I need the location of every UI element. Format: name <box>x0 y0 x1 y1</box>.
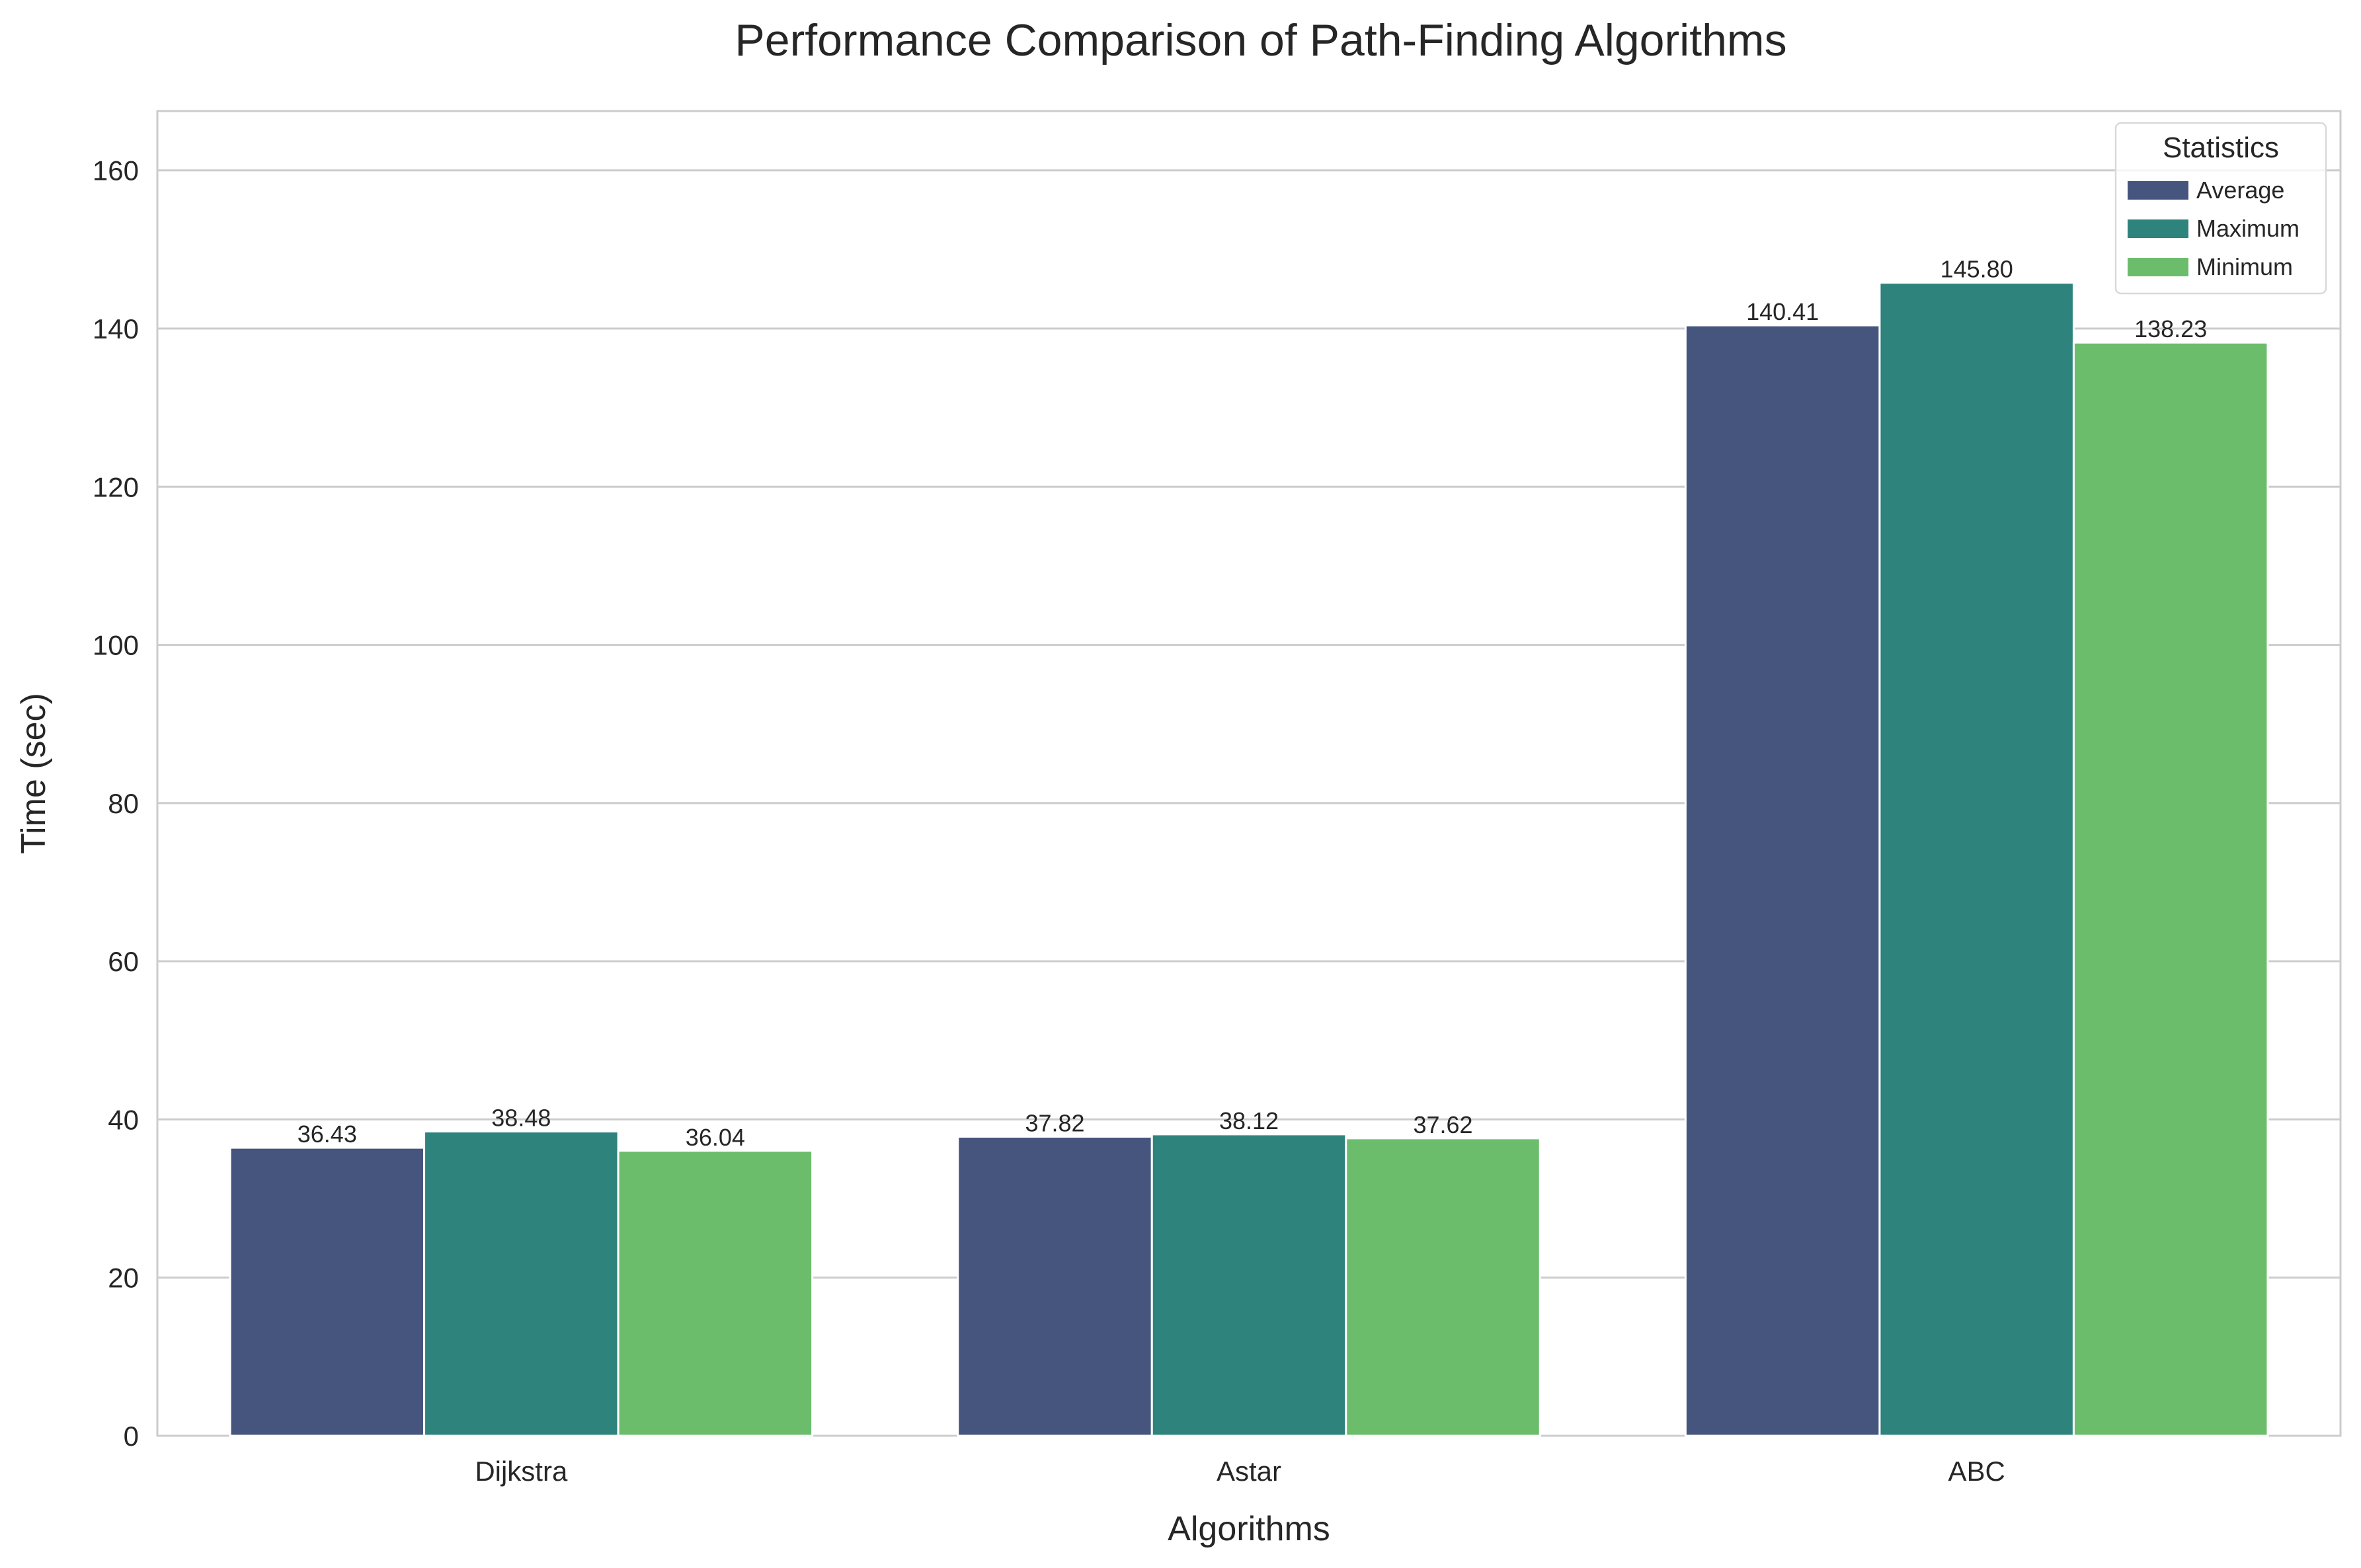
legend-title: Statistics <box>2163 132 2279 164</box>
bar-dijkstra-maximum <box>423 1130 620 1437</box>
data-label: 38.48 <box>491 1105 551 1132</box>
data-labels: 36.43 38.48 36.04 37.82 38.12 37.62 140.41 145.… <box>298 256 2207 1151</box>
data-label: 140.41 <box>1746 298 1819 325</box>
bars <box>229 282 2269 1437</box>
x-tick-label: ABC <box>1948 1456 2005 1487</box>
y-tick-label: 60 <box>108 946 139 977</box>
y-tick-label: 120 <box>93 471 139 502</box>
x-tick-label: Astar <box>1217 1456 1281 1487</box>
y-tick-label: 20 <box>108 1263 139 1294</box>
chart-title: Performance Comparison of Path-Finding A… <box>735 15 1786 65</box>
legend-items: Average Maximum Minimum <box>2128 176 2300 280</box>
y-tick-label: 100 <box>93 630 139 661</box>
y-tick-label: 160 <box>93 155 139 186</box>
bar-abc-maximum <box>1878 282 2075 1437</box>
bar-astar-minimum <box>1345 1137 1541 1437</box>
legend-swatch-average <box>2128 181 2188 200</box>
y-tick-label: 80 <box>108 788 139 819</box>
legend-label-maximum: Maximum <box>2196 215 2300 242</box>
legend-label-average: Average <box>2196 176 2284 204</box>
bar-abc-average <box>1684 324 1881 1437</box>
x-axis-ticks: Dijkstra Astar ABC <box>475 1456 2005 1487</box>
data-label: 36.43 <box>298 1120 357 1148</box>
bar-dijkstra-average <box>229 1146 426 1437</box>
data-label: 145.80 <box>1941 256 2013 283</box>
bar-astar-average <box>957 1136 1153 1437</box>
legend: Statistics Average Maximum Minimum <box>2114 122 2327 295</box>
x-axis-label: Algorithms <box>1168 1510 1330 1548</box>
y-axis-ticks: 0 20 40 60 80 100 120 140 160 <box>93 155 139 1452</box>
y-tick-label: 40 <box>108 1104 139 1135</box>
data-label: 138.23 <box>2134 315 2207 342</box>
data-label: 38.12 <box>1219 1107 1279 1134</box>
bar-abc-minimum <box>2072 341 2269 1437</box>
legend-box <box>2114 122 2327 295</box>
legend-swatch-maximum <box>2128 219 2188 238</box>
y-tick-label: 140 <box>93 313 139 344</box>
y-axis-label: Time (sec) <box>15 693 53 854</box>
legend-swatch-minimum <box>2128 258 2188 276</box>
bar-dijkstra-minimum <box>617 1150 814 1437</box>
y-tick-label: 0 <box>124 1421 139 1452</box>
legend-label-minimum: Minimum <box>2196 253 2293 280</box>
data-label: 37.62 <box>1413 1111 1472 1138</box>
bar-astar-maximum <box>1150 1133 1347 1437</box>
x-tick-label: Dijkstra <box>475 1456 568 1487</box>
data-label: 37.82 <box>1025 1110 1084 1137</box>
data-label: 36.04 <box>686 1124 745 1151</box>
